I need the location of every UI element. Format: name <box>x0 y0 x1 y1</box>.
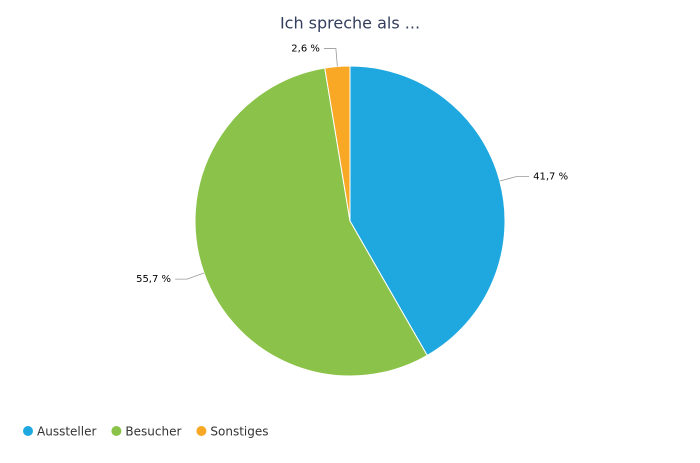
legend-label: Aussteller <box>37 425 96 439</box>
data-label: 2,6 % <box>291 44 320 55</box>
legend-marker <box>23 426 33 436</box>
label-connector <box>175 272 205 280</box>
pie-slice <box>194 67 428 377</box>
label-connector <box>499 175 530 182</box>
legend-label: Sonstiges <box>210 425 268 439</box>
legend-marker <box>111 426 122 436</box>
legend-label: Besucher <box>125 425 181 439</box>
label-connector <box>323 48 338 67</box>
chart-title: Ich spreche als ... <box>280 14 420 33</box>
legend-marker <box>196 426 207 436</box>
data-label: 41,7 % <box>533 171 568 182</box>
data-label: 55,7 % <box>136 274 171 285</box>
